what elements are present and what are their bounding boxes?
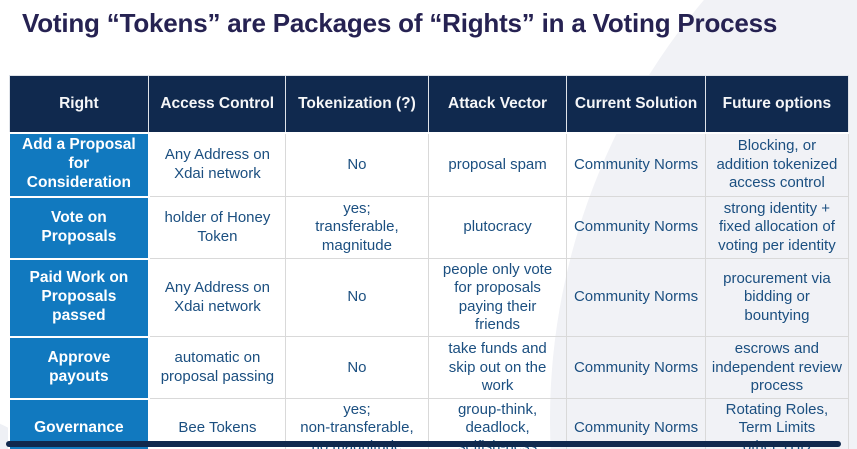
table-row: Governance Bee Tokens yes; non-transfera…	[8, 397, 850, 449]
cell-current-solution: Community Norms	[566, 196, 706, 259]
cell-tokenization: yes; transferable, magnitude	[285, 196, 429, 259]
cell-current-solution: Community Norms	[566, 398, 706, 449]
cell-access-control: automatic on proposal passing	[148, 336, 287, 400]
cell-tokenization: No	[285, 336, 429, 400]
column-header-current-solution: Current Solution	[566, 75, 706, 134]
cell-current-solution: Community Norms	[566, 257, 706, 338]
cell-future-options: strong identity + fixed allocation of vo…	[704, 196, 850, 259]
cell-future-options: Blocking, or addition tokenized access c…	[704, 132, 850, 197]
footer-accent-bar	[6, 441, 841, 447]
cell-current-solution: Community Norms	[566, 336, 706, 400]
row-label-governance: Governance	[8, 397, 150, 449]
cell-access-control: holder of Honey Token	[148, 196, 287, 259]
row-label-vote-on-proposals: Vote on Proposals	[8, 195, 150, 260]
column-header-attack-vector: Attack Vector	[427, 75, 568, 134]
table-header-row: Right Access Control Tokenization (?) At…	[8, 75, 850, 134]
cell-access-control: Any Address on Xdai network	[148, 132, 287, 197]
cell-access-control: Any Address on Xdai network	[148, 257, 287, 338]
cell-attack-vector: proposal spam	[427, 132, 568, 197]
table-row: Vote on Proposals holder of Honey Token …	[8, 195, 850, 260]
row-label-add-proposal: Add a Proposal for Consideration	[8, 131, 150, 198]
cell-attack-vector: take funds and skip out on the work	[427, 336, 568, 400]
cell-attack-vector: plutocracy	[427, 196, 568, 259]
cell-attack-vector: people only vote for proposals paying th…	[427, 257, 568, 338]
table-row: Approve payouts automatic on proposal pa…	[8, 335, 850, 400]
table-row: Add a Proposal for Consideration Any Add…	[8, 131, 850, 198]
column-header-access-control: Access Control	[148, 75, 287, 134]
cell-tokenization: yes; non-transferable, no magnitude	[285, 398, 429, 449]
cell-current-solution: Community Norms	[566, 132, 706, 197]
table-row: Paid Work on Proposals passed Any Addres…	[8, 257, 850, 338]
cell-access-control: Bee Tokens	[148, 398, 287, 449]
cell-tokenization: No	[285, 257, 429, 338]
column-header-future-options: Future options	[704, 75, 850, 134]
cell-tokenization: No	[285, 132, 429, 197]
column-header-tokenization: Tokenization (?)	[285, 75, 429, 134]
cell-future-options: procurement via bidding or bountying	[704, 257, 850, 338]
page-title: Voting “Tokens” are Packages of “Rights”…	[22, 8, 778, 38]
cell-future-options: escrows and independent review process	[704, 336, 850, 400]
row-label-paid-work: Paid Work on Proposals passed	[8, 257, 150, 338]
voting-rights-table: Right Access Control Tokenization (?) At…	[8, 75, 850, 449]
column-header-right: Right	[8, 75, 150, 134]
row-label-approve-payouts: Approve payouts	[8, 335, 150, 400]
